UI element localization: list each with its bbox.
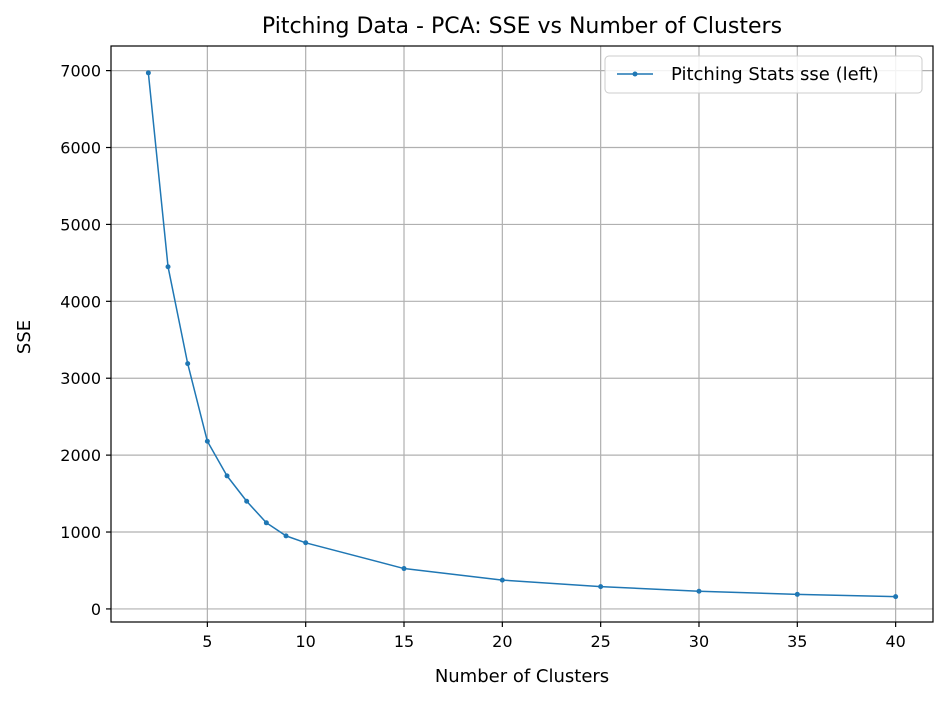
data-point: [185, 361, 191, 367]
data-point: [244, 498, 250, 504]
x-tick-label: 5: [202, 632, 212, 651]
y-tick-label: 6000: [60, 139, 101, 158]
x-tick-label: 35: [787, 632, 807, 651]
data-point: [224, 473, 230, 479]
data-point: [499, 577, 505, 583]
legend-marker-swatch: [632, 71, 638, 77]
data-point: [283, 533, 289, 539]
y-tick-label: 3000: [60, 369, 101, 388]
plot-area-frame: [110, 45, 934, 623]
y-tick-label: 2000: [60, 446, 101, 465]
series-layer: [145, 70, 899, 600]
legend-box: [604, 55, 923, 94]
y-tick-label: 1000: [60, 523, 101, 542]
x-tick-label: 15: [394, 632, 414, 651]
data-point: [165, 264, 171, 270]
y-tick-label: 5000: [60, 215, 101, 234]
x-axis-label: Number of Clusters: [435, 666, 609, 687]
legend-entry-label: Pitching Stats sse (left): [671, 64, 879, 85]
x-tick-label: 40: [885, 632, 905, 651]
data-point: [204, 438, 210, 444]
y-tick-label: 7000: [60, 62, 101, 81]
x-tick-label: 30: [689, 632, 709, 651]
data-point: [263, 520, 269, 526]
chart-title: Pitching Data - PCA: SSE vs Number of Cl…: [262, 14, 782, 39]
data-point: [401, 566, 407, 572]
axis-ticks: 5 10 15 20 25 30 35 40 0 1000 2000 3000 4000 5000 6000…: [60, 62, 906, 651]
gridlines: [111, 46, 933, 622]
y-tick-label: 0: [91, 600, 101, 619]
data-point: [794, 591, 800, 597]
x-tick-label: 25: [590, 632, 610, 651]
data-point: [598, 584, 604, 590]
y-tick-label: 4000: [60, 292, 101, 311]
legend: Pitching Stats sse (left): [604, 55, 923, 94]
x-tick-label: 20: [492, 632, 512, 651]
data-point: [893, 594, 899, 600]
data-point: [303, 540, 309, 546]
y-axis-label: SSE: [14, 320, 35, 354]
data-point: [696, 588, 702, 594]
x-tick-label: 10: [296, 632, 316, 651]
data-point: [145, 70, 151, 76]
